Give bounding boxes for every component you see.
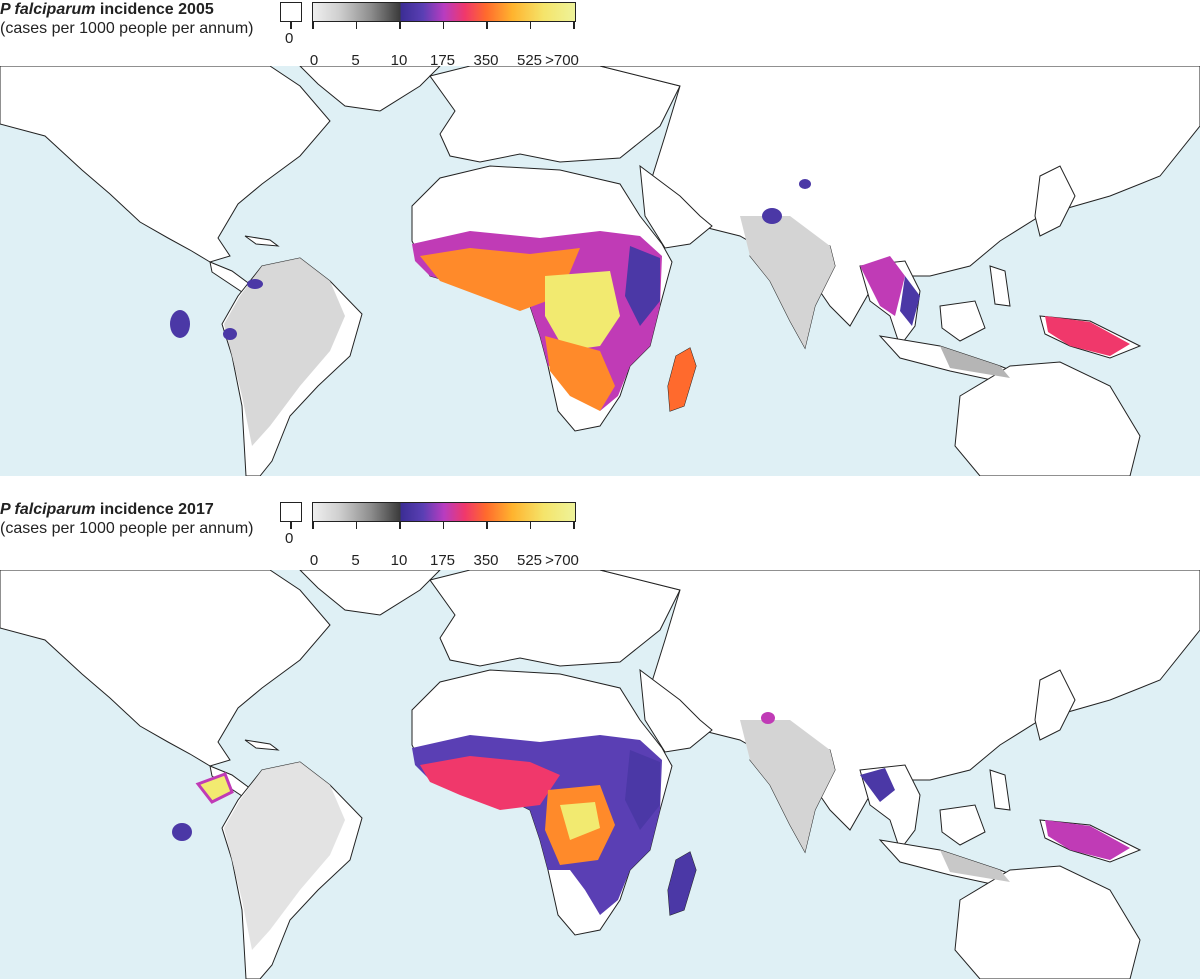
legend-tick (312, 522, 314, 529)
legend-tick-label: >700 (545, 552, 579, 569)
myanmar-moderate (860, 768, 895, 802)
legend-title-year: incidence 2017 (99, 501, 214, 518)
legend-tick (529, 522, 531, 529)
legend-zero-swatch (280, 502, 302, 522)
legend-tick-label: 350 (473, 52, 499, 69)
greenland (299, 66, 441, 112)
legend-tick (442, 522, 444, 529)
legend-color-ramp (312, 502, 576, 522)
legend-tick (486, 522, 488, 529)
legend-zero-label: 0 (285, 530, 294, 547)
europe (429, 570, 681, 667)
congo-very-high (560, 802, 600, 840)
legend-zero-tick (290, 21, 292, 29)
myanmar-high (860, 256, 905, 316)
pakistan-hotspot (761, 712, 775, 724)
north-america (0, 66, 331, 263)
legend-title: P falciparum incidence 2005 (cases per 1… (0, 0, 270, 38)
arabia (639, 164, 713, 249)
legend-ticks: 0 5 10 175 350 525 >700 (310, 522, 579, 569)
australia (954, 361, 1141, 476)
venezuela-hotspot (195, 772, 234, 804)
legend-tick-label: 0 (309, 52, 319, 69)
papua-moderate (1045, 820, 1130, 860)
legend-tick-label: >700 (545, 52, 579, 69)
philippines (989, 769, 1011, 811)
legend-tick (486, 22, 488, 29)
guiana-hotspot (247, 279, 263, 289)
japan (1034, 165, 1076, 237)
papua-high (1045, 316, 1130, 356)
legend-tick (355, 522, 357, 529)
amazon-hotspot (223, 328, 237, 340)
legend-tick-label: 175 (429, 552, 456, 569)
horn-africa-moderate (625, 750, 660, 830)
borneo (939, 804, 986, 846)
legend-tick (399, 522, 401, 529)
horn-africa-moderate (625, 246, 660, 326)
legend-tick-label: 5 (351, 552, 360, 569)
incidence-overlay-2005 (170, 179, 1130, 446)
japan (1034, 669, 1076, 741)
philippines (989, 265, 1011, 307)
legend-zero-swatch (280, 2, 302, 22)
legend-tick-label: 350 (473, 552, 499, 569)
indonesia-low (940, 346, 1010, 378)
pakistan-hotspot (762, 208, 782, 224)
legend-tick (399, 22, 401, 29)
legend-title: P falciparum incidence 2017 (cases per 1… (0, 500, 270, 538)
legend-subtitle: (cases per 1000 people per annum) (0, 20, 254, 37)
legend-tick-label: 175 (429, 52, 456, 69)
legend-subtitle: (cases per 1000 people per annum) (0, 520, 254, 537)
europe (429, 66, 681, 163)
south-asia-low (740, 216, 835, 348)
legend-zero-tick (290, 521, 292, 529)
arabia (639, 668, 713, 753)
legend-zero-label: 0 (285, 30, 294, 47)
madagascar-moderate (668, 852, 696, 915)
world-map-2017 (0, 570, 1200, 979)
legend-tick (312, 22, 314, 29)
andes-hotspot (170, 310, 190, 338)
legend-title-species: P falciparum (0, 501, 96, 518)
legend-color-ramp (312, 2, 576, 22)
peru-hotspot (172, 823, 192, 841)
central-africa-very-high (545, 271, 620, 351)
legend-title-year: incidence 2005 (99, 1, 214, 18)
madagascar-high (668, 348, 696, 411)
world-map-2005 (0, 66, 1200, 476)
west-africa-high (420, 756, 560, 810)
greenland (299, 570, 441, 616)
map-panel-2005: P falciparum incidence 2005 (cases per 1… (0, 0, 1200, 476)
north-america (0, 570, 331, 767)
indochina-moderate (900, 276, 920, 326)
legend-tick (442, 22, 444, 29)
legend-tick-label: 5 (351, 52, 360, 69)
australia (954, 865, 1141, 979)
incidence-overlay-2017 (172, 712, 1130, 950)
map-panel-2017: P falciparum incidence 2017 (cases per 1… (0, 500, 1200, 979)
legend-tick-label: 10 (390, 552, 408, 569)
indonesia-low (940, 850, 1010, 882)
legend-tick-label: 525 (516, 52, 543, 69)
south-asia-low (740, 720, 835, 852)
legend-tick (573, 522, 575, 529)
legend-tick-label: 525 (516, 552, 543, 569)
legend-tick-label: 0 (309, 552, 319, 569)
west-africa-high (420, 248, 580, 311)
legend-tick (573, 22, 575, 29)
borneo (939, 300, 986, 342)
legend-tick-label: 10 (390, 52, 408, 69)
afghanistan-hotspot (799, 179, 811, 189)
legend-tick (529, 22, 531, 29)
legend-ticks: 0 5 10 175 350 525 >700 (310, 22, 579, 69)
south-america-low (224, 258, 345, 446)
caribbean (244, 739, 280, 751)
legend-tick (355, 22, 357, 29)
caribbean (244, 235, 280, 247)
south-america-low (224, 762, 345, 950)
southern-central-africa-high (545, 336, 615, 411)
legend-title-species: P falciparum (0, 1, 96, 18)
